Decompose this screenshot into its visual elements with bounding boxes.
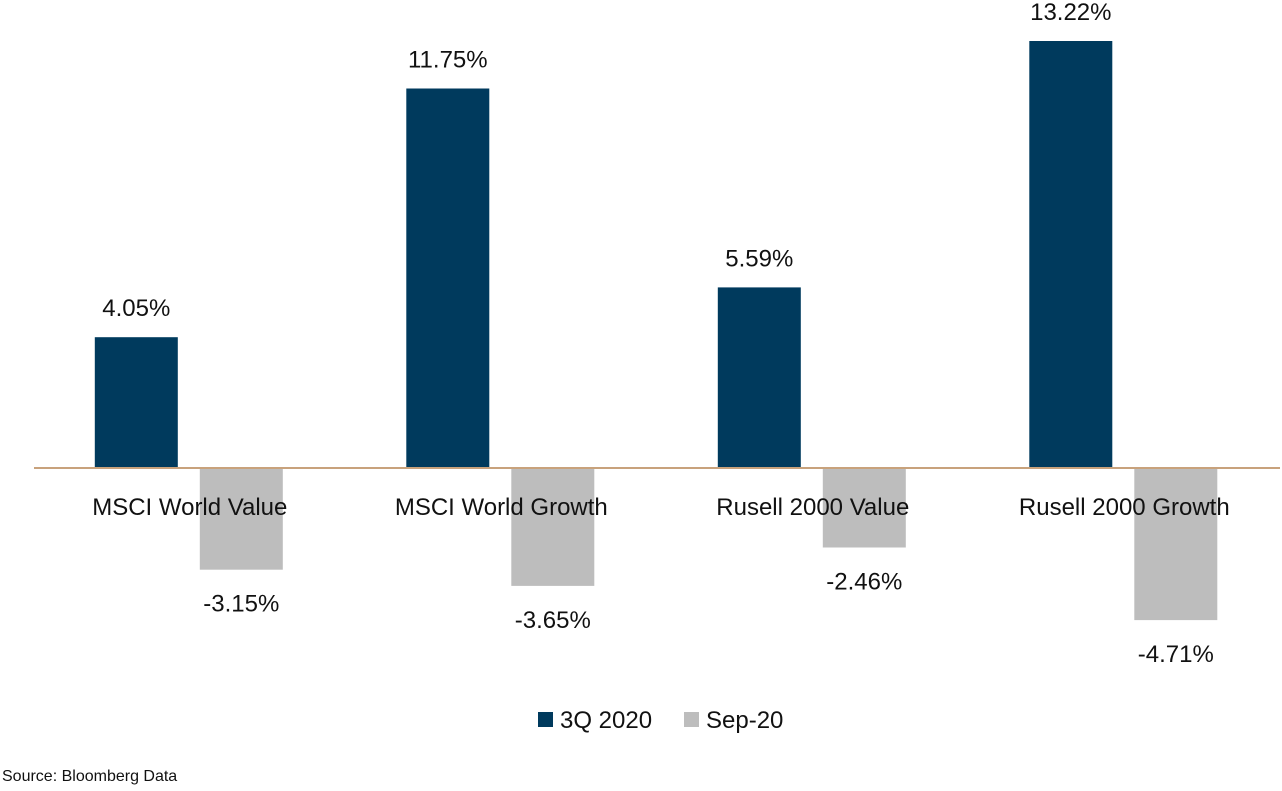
- data-label-q3-2020-1: 11.75%: [408, 47, 488, 74]
- legend-swatch-sep-20: [684, 712, 699, 727]
- legend-swatch-q3-2020: [538, 712, 553, 727]
- bar-q3-2020-2: [717, 287, 801, 468]
- bar-q3-2020-0: [94, 337, 178, 468]
- category-label-2: Rusell 2000 Value: [716, 494, 909, 521]
- bars-layer: [94, 41, 1218, 621]
- legend: 3Q 2020 Sep-20: [538, 707, 783, 734]
- data-label-sep-20-0: -3.15%: [203, 591, 279, 618]
- data-label-sep-20-3: -4.71%: [1138, 641, 1214, 668]
- bar-sep-20-2: [822, 468, 906, 548]
- bar-sep-20-3: [1134, 468, 1218, 621]
- bar-sep-20-0: [199, 468, 283, 570]
- category-label-1: MSCI World Growth: [395, 494, 608, 521]
- bar-q3-2020-3: [1029, 41, 1113, 468]
- legend-label-sep-20: Sep-20: [706, 707, 783, 734]
- data-label-q3-2020-0: 4.05%: [102, 295, 170, 322]
- bar-q3-2020-1: [406, 88, 490, 468]
- data-label-q3-2020-2: 5.59%: [725, 245, 793, 272]
- data-label-q3-2020-3: 13.22%: [1030, 0, 1111, 26]
- category-label-0: MSCI World Value: [92, 494, 287, 521]
- bar-sep-20-1: [511, 468, 595, 586]
- labels-layer: 4.05% -3.15% MSCI World Value 11.75% -3.65% M…: [92, 0, 1229, 668]
- legend-label-q3-2020: 3Q 2020: [560, 707, 652, 734]
- category-label-3: Rusell 2000 Growth: [1019, 494, 1230, 521]
- data-label-sep-20-1: -3.65%: [515, 607, 591, 634]
- data-label-sep-20-2: -2.46%: [826, 569, 902, 596]
- source-note: Source: Bloomberg Data: [2, 768, 178, 785]
